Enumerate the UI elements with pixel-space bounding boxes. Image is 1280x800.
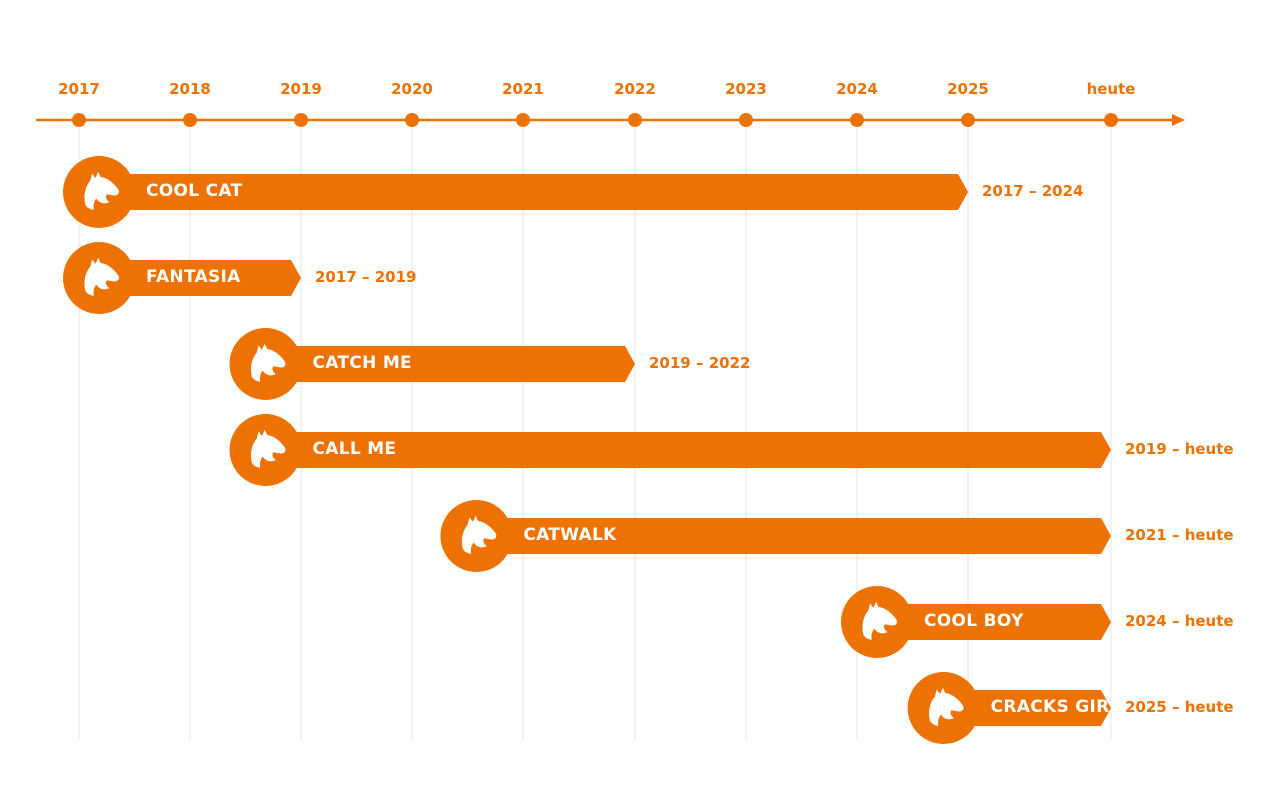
horse-range-label: 2021 – heute xyxy=(1125,526,1234,544)
horse-bar xyxy=(63,156,968,228)
horse-bar xyxy=(907,672,1111,744)
timeline-axis xyxy=(36,113,1185,127)
axis-dot-heute xyxy=(1104,113,1118,127)
horse-bars xyxy=(63,156,1111,744)
horse-bar xyxy=(63,242,301,314)
horse-bar xyxy=(229,328,635,400)
horse-range-label: 2019 – 2022 xyxy=(649,354,751,372)
horse-name-label: CATWALK xyxy=(523,525,617,545)
axis-label: 2022 xyxy=(614,80,656,98)
bar-arrow-shape xyxy=(877,604,1111,640)
axis-label: 2021 xyxy=(502,80,544,98)
axis-label: heute xyxy=(1086,80,1136,98)
bar-arrow-shape xyxy=(99,260,301,296)
axis-label: 2019 xyxy=(280,80,322,98)
bar-arrow-shape xyxy=(476,518,1111,554)
axis-dot-2024 xyxy=(850,113,864,127)
horse-name-label: COOL BOY xyxy=(924,611,1024,631)
axis-label: 2017 xyxy=(58,80,100,98)
horse-bar xyxy=(229,414,1111,486)
horse-name-label: CATCH ME xyxy=(312,353,412,373)
bar-arrow-shape xyxy=(265,346,635,382)
axis-dot-2021 xyxy=(516,113,530,127)
axis-dot-2025 xyxy=(961,113,975,127)
bar-arrow-shape xyxy=(943,690,1111,726)
axis-dot-2019 xyxy=(294,113,308,127)
horse-name-label: CRACKS GIRL xyxy=(990,697,1121,717)
horse-name-label: CALL ME xyxy=(312,439,397,459)
axis-label: 2020 xyxy=(391,80,433,98)
axis-label: 2018 xyxy=(169,80,211,98)
horse-range-label: 2017 – 2019 xyxy=(315,268,417,286)
horse-bar xyxy=(440,500,1111,572)
bar-arrow-shape xyxy=(265,432,1111,468)
axis-dot-2022 xyxy=(628,113,642,127)
axis-label: 2025 xyxy=(947,80,989,98)
axis-label: 2023 xyxy=(725,80,767,98)
horse-name-label: COOL CAT xyxy=(146,181,243,201)
axis-label: 2024 xyxy=(836,80,878,98)
horse-bar xyxy=(841,586,1111,658)
axis-arrowhead-icon xyxy=(1172,114,1185,126)
horse-range-label: 2019 – heute xyxy=(1125,440,1234,458)
bar-arrow-shape xyxy=(99,174,968,210)
axis-dot-2023 xyxy=(739,113,753,127)
axis-dot-2017 xyxy=(72,113,86,127)
horse-range-label: 2024 – heute xyxy=(1125,612,1234,630)
horse-range-label: 2025 – heute xyxy=(1125,698,1234,716)
axis-dot-2018 xyxy=(183,113,197,127)
axis-dot-2020 xyxy=(405,113,419,127)
horse-range-label: 2017 – 2024 xyxy=(982,182,1084,200)
horse-name-label: FANTASIA xyxy=(146,267,241,287)
